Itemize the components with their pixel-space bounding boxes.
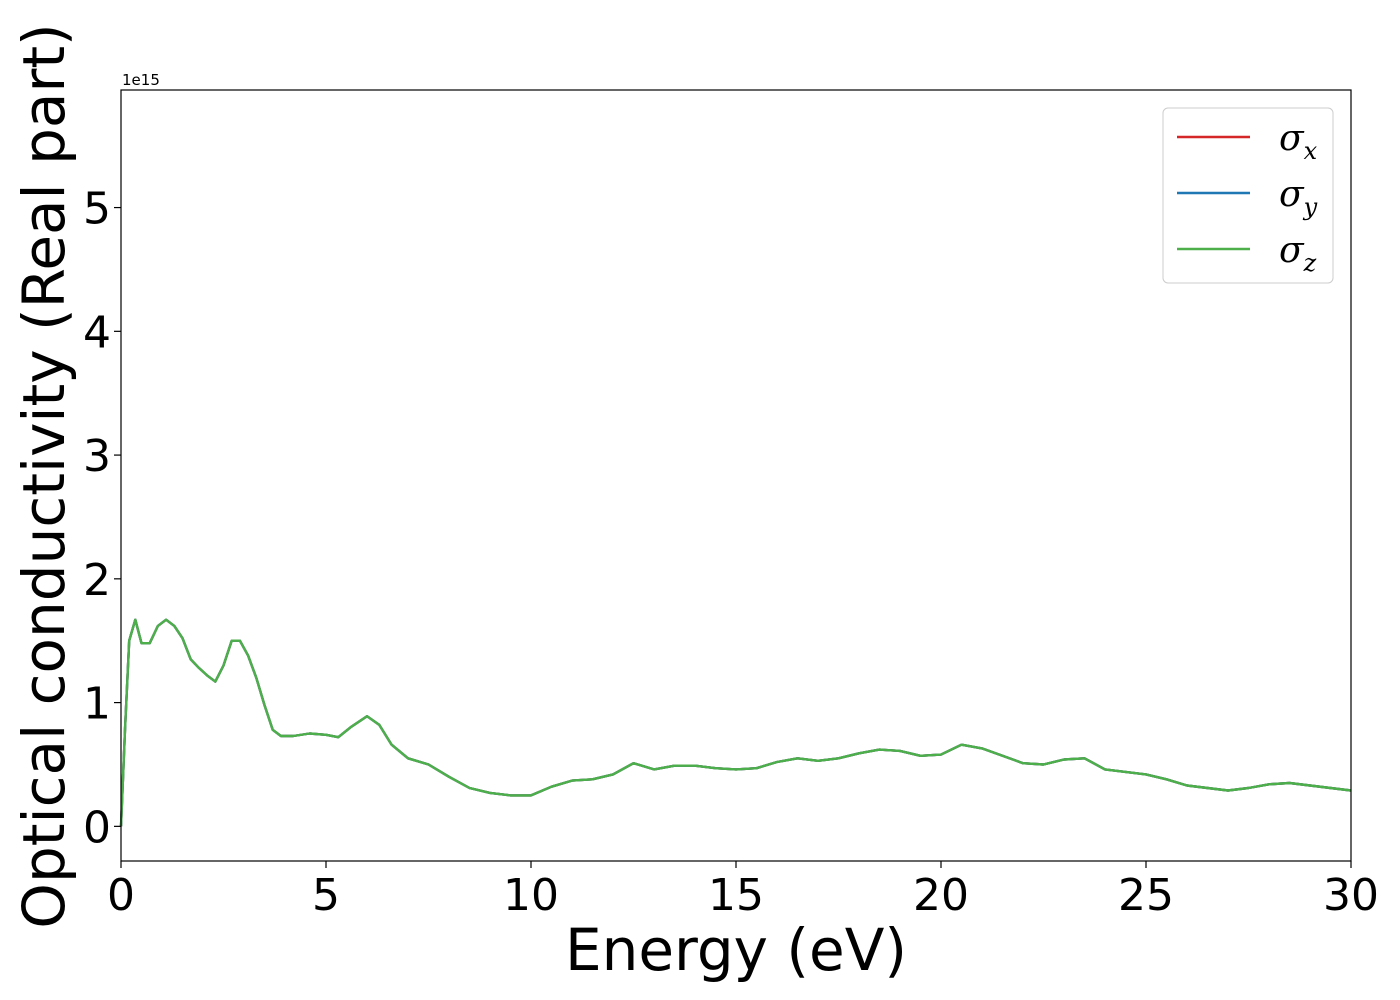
series-line-x: [119, 618, 1352, 827]
series-line-z: [119, 618, 1352, 827]
x-tick-label: 10: [503, 870, 559, 921]
y-offset-label: 1e15: [122, 71, 160, 89]
ticks-layer: 0 5 10 15 20 25 30 0 1 2 3 4 5: [83, 184, 1379, 921]
x-tick-label: 5: [312, 870, 340, 921]
legend-box: [1162, 107, 1334, 284]
y-tick-label: 3: [83, 431, 111, 482]
x-axis-label: Energy (eV): [565, 916, 907, 984]
series-line-y: [119, 618, 1352, 827]
legend: σx σy σz: [1162, 107, 1334, 284]
y-tick-label: 1: [83, 679, 111, 730]
legend-label-y: σy: [1279, 174, 1318, 221]
x-tick-label: 0: [107, 870, 135, 921]
x-tick-label: 20: [913, 870, 969, 921]
x-tick-label: 25: [1118, 870, 1174, 921]
x-tick-label: 15: [708, 870, 764, 921]
legend-label-z: σz: [1279, 230, 1317, 277]
y-axis-label: Optical conductivity (Real part): [10, 23, 78, 928]
x-tick-label: 30: [1323, 870, 1379, 921]
y-tick-label: 0: [83, 802, 111, 853]
series-layer: [119, 618, 1352, 827]
y-tick-label: 2: [83, 555, 111, 606]
y-tick-label: 4: [83, 307, 111, 358]
y-tick-label: 5: [83, 184, 111, 235]
legend-label-x: σx: [1279, 118, 1318, 165]
